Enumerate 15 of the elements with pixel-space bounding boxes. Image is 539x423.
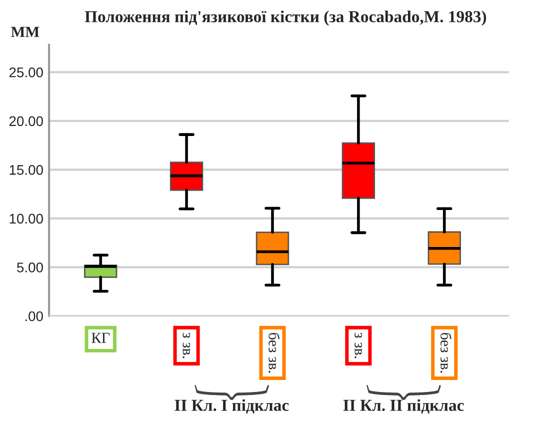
x-tick-label: КГ xyxy=(92,332,110,343)
x-tick-label: з зв. xyxy=(354,332,362,358)
text: II Кл. I підклас xyxy=(174,399,289,414)
chart-title: Положення під'язикової кістки (за Rocabado,M. 1983) xyxy=(84,10,486,26)
y-tick-label: 15.00 xyxy=(10,165,43,175)
y-tick-label: 5.00 xyxy=(17,262,43,272)
text: II Кл. II підклас xyxy=(343,399,464,414)
x-tick-label: без зв. xyxy=(440,332,452,373)
y-tick-label: 20.00 xyxy=(9,116,43,126)
y-tick-label: 25.00 xyxy=(9,67,43,78)
x-tick-label: з зв. xyxy=(182,332,190,358)
y-tick-label: 10.00 xyxy=(10,214,43,224)
x-tick-label: без зв. xyxy=(268,332,280,373)
y-axis-title: ММ xyxy=(11,26,40,37)
y-tick-label: .00 xyxy=(25,311,43,322)
